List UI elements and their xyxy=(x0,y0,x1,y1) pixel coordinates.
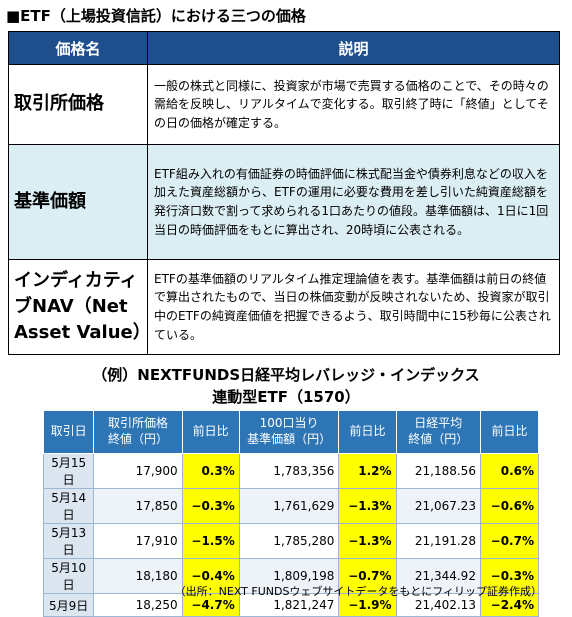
value-cell: 21,344.92 xyxy=(395,558,481,594)
column-header: 前日比 xyxy=(338,410,397,454)
source-note: （出所：NEXT FUNDSウェブサイトデータをもとにフィリップ証券作成） xyxy=(174,585,542,598)
column-header: 100口当り 基準価額（円） xyxy=(238,410,340,454)
price-name: インディカティブNAV（Net Asset Value） xyxy=(8,259,151,355)
price-name: 取引所価格 xyxy=(8,64,148,145)
value-cell: 21,191.28 xyxy=(395,523,481,559)
trade-date: 5月14日 xyxy=(42,488,95,524)
change-cell: −0.6% xyxy=(479,488,540,524)
value-cell: 17,900 xyxy=(93,453,183,489)
trade-date: 5月10日 xyxy=(42,558,95,594)
column-header: 価格名 xyxy=(8,31,148,65)
change-cell: −1.3% xyxy=(338,488,397,524)
value-cell: 21,067.23 xyxy=(395,488,481,524)
row: 5月13日 17,910 −1.5% 1,785,280 −1.3% 21,191.28−… xyxy=(42,523,540,559)
change-cell: −0.3% xyxy=(181,488,240,524)
example-table: 取引日 取引所価格 終値（円） 前日比 100口当り 基準価額（円） 前日比 日経平均 終… xyxy=(42,410,540,617)
description: ETFの基準価額のリアルタイム推定理論値を表す。基準価額は前日の終値で算出された… xyxy=(147,259,560,355)
row: 5月15日 17,900 0.3% 1,783,356 1.2% 21,188.56 0.6… xyxy=(42,453,540,489)
change-cell: 0.3% xyxy=(181,453,240,489)
example-title: （例）NEXTFUNDS日経平均レバレッジ・インデックス xyxy=(92,366,480,384)
value-cell: 1,809,198 xyxy=(238,558,340,594)
example-title: 連動型ETF（1570） xyxy=(212,388,360,406)
trade-date: 5月15日 xyxy=(42,453,95,489)
trade-date: 5月9日 xyxy=(42,593,95,617)
row: インディカティブNAV（Net Asset Value） ETFの基準価額のリア… xyxy=(8,259,560,355)
value-cell: 21,188.56 xyxy=(395,453,481,489)
value-cell: 17,910 xyxy=(93,523,183,559)
description: 一般の株式と同様に、投資家が市場で売買する価格のことで、その時々の需給を反映し、… xyxy=(147,64,560,145)
change-cell: −1.5% xyxy=(181,523,240,559)
price-table: 価格名 説明 取引所価格 一般の株式と同様に、投資家が市場で売買する価格のことで… xyxy=(8,31,560,355)
change-cell: 1.2% xyxy=(338,453,397,489)
change-cell: −0.7% xyxy=(338,558,397,594)
column-header: 取引日 xyxy=(42,410,95,454)
value-cell: 1,783,356 xyxy=(238,453,340,489)
header-row: 価格名 説明 xyxy=(8,31,560,65)
change-cell: −0.3% xyxy=(479,558,540,594)
row: 基準価額 ETF組み入れの有価証券の時価評価に株式配当金や債券利息などの収入を加… xyxy=(8,144,560,260)
column-header: 取引所価格 終値（円） xyxy=(93,410,183,454)
value-cell: 17,850 xyxy=(93,488,183,524)
column-header: 前日比 xyxy=(181,410,240,454)
row: 5月14日 17,850 −0.3% 1,761,629 −1.3% 21,067.23−… xyxy=(42,488,540,524)
row: 5月10日 18,180 −0.4% 1,809,198 −0.7% 21,344.92−… xyxy=(42,558,540,594)
column-header: 説明 xyxy=(147,31,560,65)
description: ETF組み入れの有価証券の時価評価に株式配当金や債券利息などの収入を加えた資産総… xyxy=(147,144,560,260)
trade-date: 5月13日 xyxy=(42,523,95,559)
value-cell: 18,180 xyxy=(93,558,183,594)
change-cell: −1.3% xyxy=(338,523,397,559)
title: ■ETF（上場投資信託）における三つの価格 xyxy=(6,7,306,25)
value-cell: 1,761,629 xyxy=(238,488,340,524)
value-cell: 1,785,280 xyxy=(238,523,340,559)
price-name: 基準価額 xyxy=(8,144,148,260)
change-cell: 0.6% xyxy=(479,453,540,489)
column-header: 前日比 xyxy=(479,410,540,454)
change-cell: −0.4% xyxy=(181,558,240,594)
header-row: 取引日 取引所価格 終値（円） 前日比 100口当り 基準価額（円） 前日比 日経平均 終… xyxy=(42,410,540,454)
row: 取引所価格 一般の株式と同様に、投資家が市場で売買する価格のことで、その時々の需… xyxy=(8,64,560,145)
change-cell: −0.7% xyxy=(479,523,540,559)
value-cell: 18,250 xyxy=(93,593,183,617)
column-header: 日経平均 終値（円） xyxy=(395,410,481,454)
